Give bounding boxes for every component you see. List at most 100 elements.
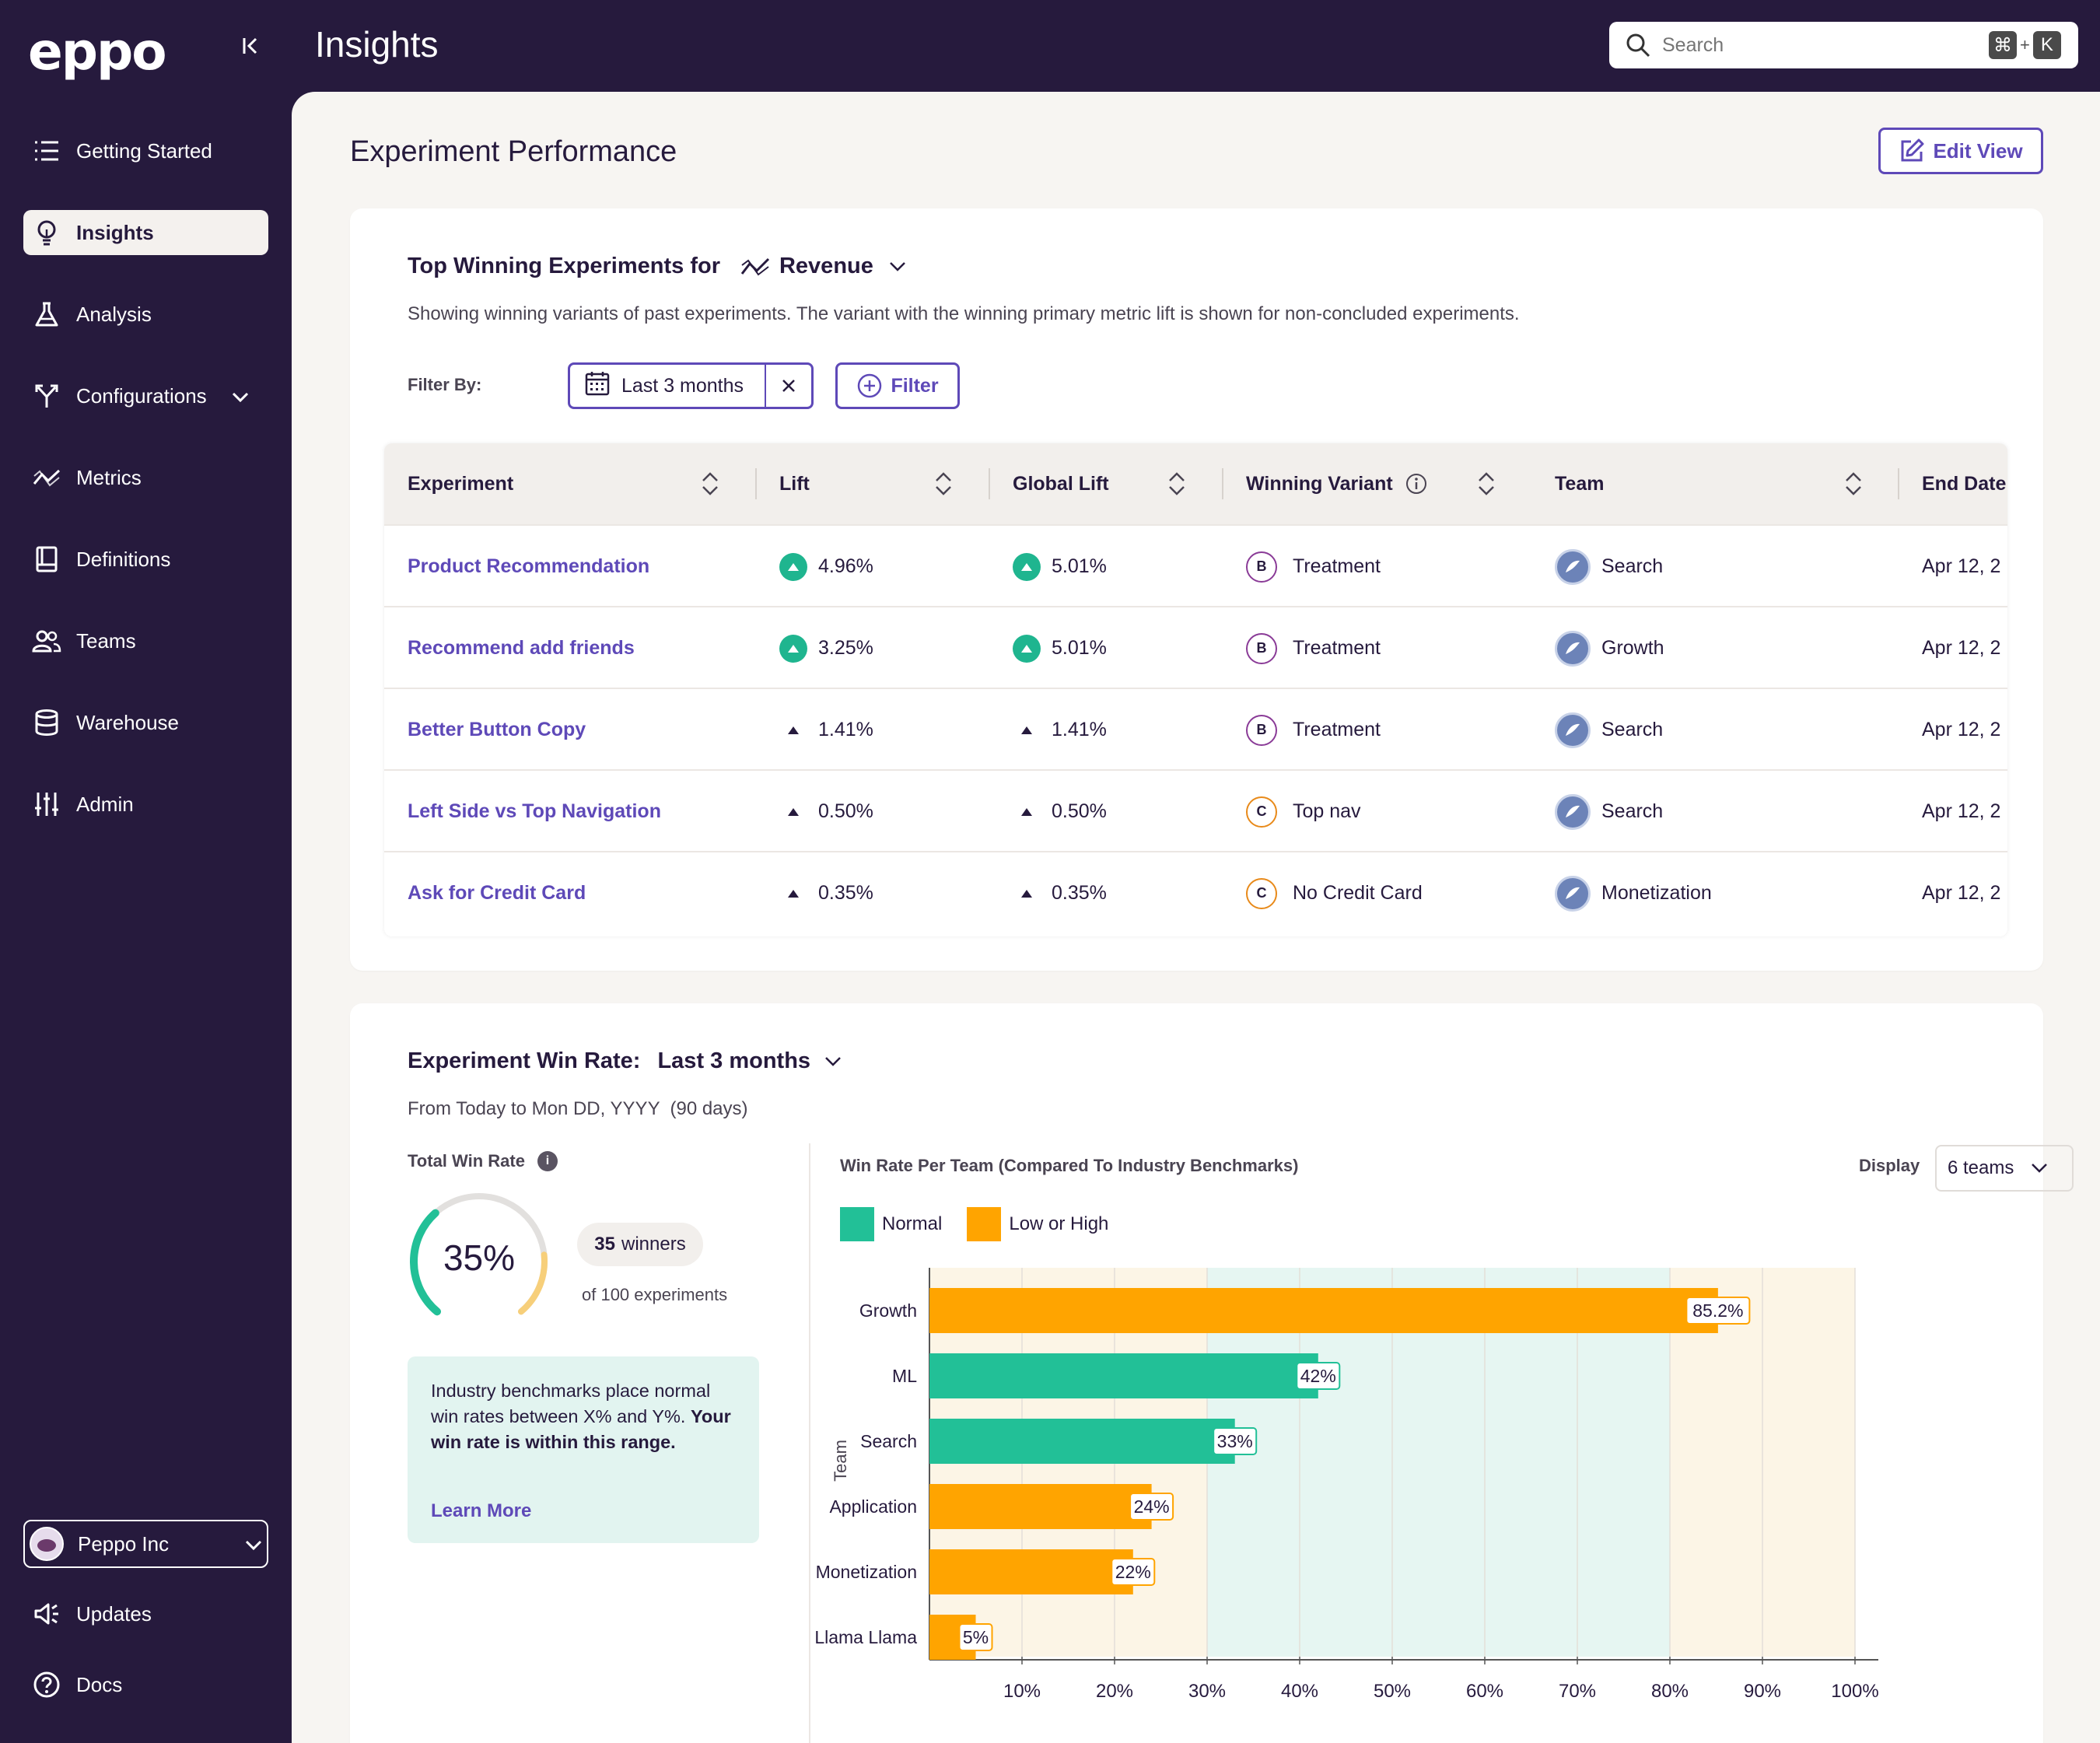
metric-name: Revenue [779, 254, 873, 278]
end-date: Apr 12, 2 [1922, 555, 2001, 577]
org-switcher[interactable]: Peppo Inc [23, 1520, 268, 1568]
table-row[interactable]: Product Recommendation 4.96% 5.01% B Treatme… [384, 524, 2007, 606]
search-box[interactable]: ⌘ + K [1609, 22, 2078, 68]
global-lift-cell: 1.41% [1013, 689, 1107, 771]
table-row[interactable]: Better Button Copy 1.41% 1.41% B Treatment Se… [384, 688, 2007, 769]
x-tick-label: 10% [1003, 1681, 1041, 1702]
table-row[interactable]: Left Side vs Top Navigation 0.50% 0.50% C To… [384, 769, 2007, 851]
edit-view-button[interactable]: Edit View [1878, 128, 2043, 174]
info-icon[interactable]: i [537, 1151, 558, 1171]
experiment-link[interactable]: Product Recommendation [408, 555, 650, 577]
sort-icon[interactable] [1478, 471, 1495, 500]
collapse-sidebar-button[interactable] [232, 28, 271, 64]
column-divider[interactable] [989, 468, 990, 499]
win-rate-card: Experiment Win Rate: Last 3 months From … [350, 1003, 2074, 1743]
eppo-logo[interactable]: eppo [28, 22, 167, 82]
data-label-box [1129, 1493, 1174, 1521]
sidebar-item-docs[interactable]: Docs [23, 1662, 268, 1707]
teams-display-select[interactable]: 6 teams [1935, 1145, 2074, 1192]
column-header-end-date[interactable]: End Date [1922, 472, 2007, 495]
sort-icon[interactable] [702, 471, 719, 500]
sort-icon[interactable] [1168, 471, 1185, 500]
table-row[interactable]: Recommend add friends 3.25% 5.01% B Treatmen… [384, 606, 2007, 688]
column-header-experiment[interactable]: Experiment [408, 472, 514, 495]
sort-icon[interactable] [1845, 471, 1862, 500]
lift-up-icon [779, 798, 807, 826]
close-icon[interactable] [765, 365, 811, 407]
winning-variant-cell: C No Credit Card [1246, 852, 1423, 934]
data-label: 33% [1217, 1431, 1253, 1451]
global-lift-value: 0.50% [1052, 800, 1107, 822]
end-date: Apr 12, 2 [1922, 800, 2001, 822]
variant-name: Treatment [1293, 637, 1381, 659]
sidebar-item-configurations[interactable]: Configurations [23, 373, 268, 418]
sidebar-item-label: Getting Started [76, 138, 212, 163]
global-lift-value: 5.01% [1052, 555, 1107, 577]
metric-selector[interactable]: Revenue [740, 254, 915, 279]
sidebar-item-updates[interactable]: Updates [23, 1591, 268, 1636]
page-title: Insights [315, 24, 439, 65]
global-lift-value: 0.35% [1052, 882, 1107, 904]
legend-item-low-high[interactable]: Low or High [967, 1207, 1108, 1241]
team-avatar-icon [1555, 875, 1591, 912]
y-axis-label: Team [831, 1440, 850, 1482]
variant-name: Treatment [1293, 555, 1381, 577]
collapse-left-icon [243, 37, 257, 54]
shortcut-plus: + [2020, 35, 2030, 54]
org-name: Peppo Inc [78, 1531, 170, 1556]
chart-title: Win Rate Per Team (Compared To Industry … [840, 1156, 1299, 1175]
table-row[interactable]: Ask for Credit Card 0.35% 0.35% C No Credit … [384, 851, 2007, 933]
shortcut-k-key: K [2032, 31, 2061, 59]
experiment-link[interactable]: Better Button Copy [408, 719, 586, 740]
sidebar-item-getting-started[interactable]: Getting Started [23, 128, 268, 173]
sidebar-item-insights[interactable]: Insights [23, 210, 268, 255]
sidebar-item-analysis[interactable]: Analysis [23, 292, 268, 337]
variant-badge: C [1246, 877, 1277, 909]
sidebar-item-label: Configurations [76, 383, 207, 408]
search-input[interactable] [1662, 33, 1989, 57]
info-icon[interactable] [1405, 473, 1427, 495]
experiment-link[interactable]: Left Side vs Top Navigation [408, 800, 661, 822]
sort-icon[interactable] [935, 471, 952, 500]
global-lift-value: 5.01% [1052, 637, 1107, 659]
lift-cell: 3.25% [779, 607, 873, 689]
sidebar-item-teams[interactable]: Teams [23, 618, 268, 663]
sidebar-item-metrics[interactable]: Metrics [23, 455, 268, 500]
lift-cell: 0.50% [779, 771, 873, 852]
sidebar-item-warehouse[interactable]: Warehouse [23, 700, 268, 745]
y-tick-label: Growth [859, 1300, 917, 1321]
trend-icon [740, 257, 770, 275]
team-name: Search [1601, 555, 1664, 577]
y-tick-label: Llama Llama [814, 1627, 917, 1647]
sidebar-item-admin[interactable]: Admin [23, 782, 268, 827]
period-selector[interactable]: Last 3 months [657, 1048, 842, 1074]
column-header-global-lift[interactable]: Global Lift [1013, 472, 1109, 495]
end-date: Apr 12, 2 [1922, 637, 2001, 659]
team-cell: Monetization [1555, 852, 1712, 934]
add-filter-button[interactable]: Filter [835, 362, 960, 409]
column-divider[interactable] [1222, 468, 1223, 499]
column-header-lift[interactable]: Lift [779, 472, 810, 495]
learn-more-link[interactable]: Learn More [431, 1500, 532, 1521]
sidebar-item-label: Insights [76, 220, 154, 244]
help-circle-icon [31, 1669, 62, 1700]
filter-button-label: Filter [891, 374, 939, 397]
team-avatar-icon [1555, 548, 1591, 585]
legend-item-normal[interactable]: Normal [840, 1207, 942, 1241]
lift-up-icon [1013, 880, 1041, 908]
column-header-team[interactable]: Team [1555, 472, 1605, 495]
column-divider[interactable] [755, 468, 757, 499]
shortcut-cmd-key: ⌘ [1989, 31, 2017, 59]
date-filter-chip[interactable]: Last 3 months [568, 362, 814, 409]
sidebar-item-definitions[interactable]: Definitions [23, 537, 268, 582]
column-header-winning-variant[interactable]: Winning Variant [1246, 443, 1427, 524]
experiment-link[interactable]: Recommend add friends [408, 637, 635, 659]
top-winning-title: Top Winning Experiments for [408, 254, 720, 278]
gauge-fill [410, 1209, 442, 1316]
sidebar-item-label: Teams [76, 628, 136, 653]
x-tick-label: 60% [1466, 1681, 1503, 1702]
column-divider[interactable] [1898, 468, 1899, 499]
experiment-link[interactable]: Ask for Credit Card [408, 882, 586, 904]
variant-badge: B [1246, 551, 1277, 583]
list-icon [31, 135, 62, 166]
